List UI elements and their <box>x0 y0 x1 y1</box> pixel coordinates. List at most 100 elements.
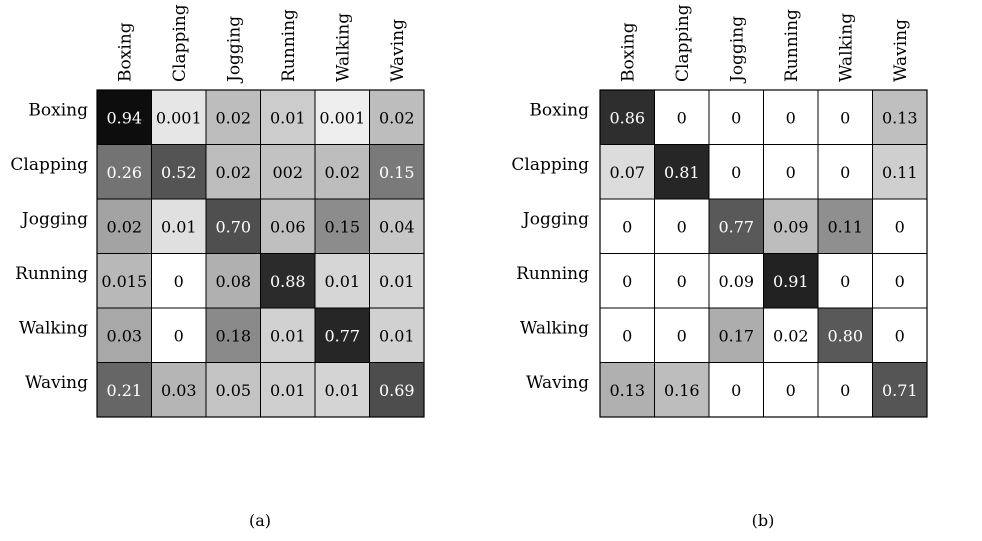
cell-value-label: 0 <box>622 217 632 236</box>
cell-value-label: 0.03 <box>161 381 197 400</box>
heatmap-cell-clapping-waving <box>872 144 928 200</box>
heatmap-cell-walking-boxing <box>96 307 152 363</box>
cell-value-label: 0.07 <box>609 163 645 182</box>
heatmap-cell-clapping-running <box>260 144 316 200</box>
cell-value-label: 0.02 <box>324 163 360 182</box>
cell-value-label: 0.01 <box>270 326 306 345</box>
cell-value-label: 0.08 <box>215 272 251 291</box>
cell-value-label: 0.18 <box>215 326 251 345</box>
heatmap-cell-running-boxing <box>96 253 152 309</box>
cell-value-label: 0.01 <box>270 108 306 127</box>
cell-value-label: 0 <box>622 326 632 345</box>
subfigure-caption: (b) <box>752 511 775 530</box>
cell-value-label: 0.91 <box>773 272 809 291</box>
cell-value-label: 0 <box>677 272 687 291</box>
heatmap-cell-clapping-clapping <box>151 144 207 200</box>
cell-value-label: 0 <box>895 272 905 291</box>
heatmap-cell-walking-walking <box>817 307 873 363</box>
cell-value-label: 0.15 <box>379 163 415 182</box>
heatmap-cell-running-boxing <box>599 253 655 309</box>
heatmap-cell-running-jogging <box>205 253 261 309</box>
cell-value-label: 0.52 <box>161 163 197 182</box>
col-label-jogging: Jogging <box>727 16 747 84</box>
cell-value-label: 0.81 <box>664 163 700 182</box>
heatmap-cell-clapping-running <box>763 144 819 200</box>
cell-value-label: 0.26 <box>106 163 142 182</box>
col-label-running: Running <box>782 9 802 82</box>
cell-value-label: 0.02 <box>215 108 251 127</box>
heatmap-cell-boxing-waving <box>369 89 425 145</box>
heatmap-cell-waving-boxing <box>96 362 152 418</box>
heatmap-cell-running-clapping <box>654 253 710 309</box>
cell-value-label: 0.01 <box>379 326 415 345</box>
cell-value-label: 0.01 <box>270 381 306 400</box>
cell-value-label: 0.21 <box>106 381 142 400</box>
row-label-clapping: Clapping <box>511 155 589 175</box>
cell-value-label: 0.77 <box>718 217 754 236</box>
cell-value-label: 0 <box>786 108 796 127</box>
cell-value-label: 0.13 <box>609 381 645 400</box>
col-label-clapping: Clapping <box>170 4 190 82</box>
cell-value-label: 0.86 <box>609 108 645 127</box>
heatmap-cell-jogging-waving <box>872 198 928 254</box>
confusion-matrix-b: Boxing Clapping Jogging Running Walking Wavin… <box>511 4 928 530</box>
row-label-walking: Walking <box>520 318 589 338</box>
cell-value-label: 0.001 <box>156 108 202 127</box>
col-label-walking: Walking <box>836 13 856 82</box>
heatmap-cell-jogging-waving <box>369 198 425 254</box>
cell-value-label: 0 <box>786 381 796 400</box>
matrix-border <box>96 89 425 418</box>
col-label-jogging: Jogging <box>224 16 244 84</box>
heatmap-cell-clapping-waving <box>369 144 425 200</box>
cell-value-label: 0.015 <box>101 272 147 291</box>
heatmap-cell-walking-running <box>763 307 819 363</box>
heatmap-cell-walking-running <box>260 307 316 363</box>
row-label-waving: Waving <box>526 373 589 393</box>
row-label-boxing: Boxing <box>28 100 88 120</box>
col-label-boxing: Boxing <box>618 22 638 82</box>
heatmap-cell-walking-walking <box>314 307 370 363</box>
col-label-boxing: Boxing <box>115 22 135 82</box>
heatmap-cell-jogging-walking <box>314 198 370 254</box>
col-label-running: Running <box>279 9 299 82</box>
cell-value-label: 0.04 <box>379 217 415 236</box>
heatmap-cell-jogging-walking <box>817 198 873 254</box>
cell-value-label: 0 <box>677 326 687 345</box>
cell-value-label: 0.69 <box>379 381 415 400</box>
cell-value-label: 0.71 <box>882 381 918 400</box>
row-label-jogging: Jogging <box>521 209 589 229</box>
cell-value-label: 0.02 <box>106 217 142 236</box>
heatmap-cell-running-running <box>260 253 316 309</box>
heatmap-cell-boxing-walking <box>817 89 873 145</box>
row-label-waving: Waving <box>25 373 88 393</box>
cell-value-label: 0 <box>731 381 741 400</box>
heatmap-cell-running-walking <box>314 253 370 309</box>
heatmap-cell-waving-waving <box>369 362 425 418</box>
cell-value-label: 0 <box>840 272 850 291</box>
cell-value-label: 002 <box>272 163 303 182</box>
cell-value-label: 0.16 <box>664 381 700 400</box>
cell-value-label: 0.06 <box>270 217 306 236</box>
heatmap-cell-boxing-boxing <box>96 89 152 145</box>
cell-value-label: 0.88 <box>270 272 306 291</box>
matrix-border <box>599 89 928 418</box>
heatmap-cell-boxing-waving <box>872 89 928 145</box>
heatmap-cell-jogging-jogging <box>708 198 764 254</box>
heatmap-cell-boxing-jogging <box>708 89 764 145</box>
cell-value-label: 0.09 <box>773 217 809 236</box>
cell-value-label: 0.77 <box>324 326 360 345</box>
heatmap-cell-clapping-clapping <box>654 144 710 200</box>
cell-value-label: 0 <box>840 108 850 127</box>
cell-value-label: 0 <box>677 217 687 236</box>
col-label-waving: Waving <box>891 19 911 82</box>
cell-value-label: 0 <box>840 381 850 400</box>
heatmap-cell-waving-clapping <box>654 362 710 418</box>
cell-value-label: 0 <box>174 272 184 291</box>
cell-value-label: 0.01 <box>161 217 197 236</box>
heatmap-cell-running-jogging <box>708 253 764 309</box>
heatmap-cell-running-waving <box>872 253 928 309</box>
cell-value-label: 0 <box>731 108 741 127</box>
heatmap-cell-jogging-running <box>260 198 316 254</box>
col-label-walking: Walking <box>333 13 353 82</box>
col-label-clapping: Clapping <box>673 4 693 82</box>
